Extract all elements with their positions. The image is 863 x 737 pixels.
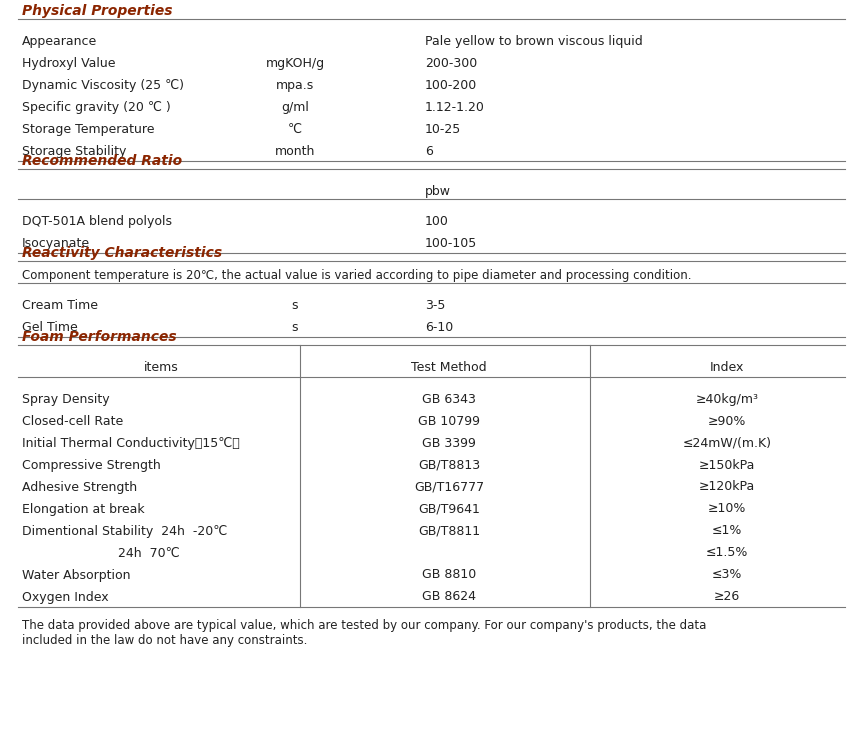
Text: ≤1.5%: ≤1.5% <box>706 547 748 559</box>
Text: Reactivity Characteristics: Reactivity Characteristics <box>22 246 222 260</box>
Text: Recommended Ratio: Recommended Ratio <box>22 154 182 168</box>
Text: Gel Time: Gel Time <box>22 321 78 334</box>
Text: Spray Density: Spray Density <box>22 393 110 405</box>
Text: Test Method: Test Method <box>411 360 487 374</box>
Text: GB 3399: GB 3399 <box>422 436 476 450</box>
Text: ≤1%: ≤1% <box>712 525 742 537</box>
Text: mgKOH/g: mgKOH/g <box>266 57 324 69</box>
Text: Adhesive Strength: Adhesive Strength <box>22 481 137 494</box>
Text: s: s <box>292 321 299 334</box>
Text: Water Absorption: Water Absorption <box>22 568 130 581</box>
Text: GB 8810: GB 8810 <box>422 568 476 581</box>
Text: ≥40kg/m³: ≥40kg/m³ <box>696 393 759 405</box>
Text: Elongation at break: Elongation at break <box>22 503 145 515</box>
Text: 1.12-1.20: 1.12-1.20 <box>425 100 485 113</box>
Text: mpa.s: mpa.s <box>276 79 314 91</box>
Text: ≥90%: ≥90% <box>708 414 746 427</box>
Text: ℃: ℃ <box>288 122 302 136</box>
Text: Dynamic Viscosity (25 ℃): Dynamic Viscosity (25 ℃) <box>22 79 184 91</box>
Text: 200-300: 200-300 <box>425 57 477 69</box>
Text: GB 10799: GB 10799 <box>418 414 480 427</box>
Text: ≥10%: ≥10% <box>708 503 746 515</box>
Text: GB 8624: GB 8624 <box>422 590 476 604</box>
Text: 3-5: 3-5 <box>425 298 445 312</box>
Text: GB/T8811: GB/T8811 <box>418 525 480 537</box>
Text: 100-200: 100-200 <box>425 79 477 91</box>
Text: GB/T9641: GB/T9641 <box>418 503 480 515</box>
Text: DQT-501A blend polyols: DQT-501A blend polyols <box>22 214 172 228</box>
Text: s: s <box>292 298 299 312</box>
Text: Specific gravity (20 ℃ ): Specific gravity (20 ℃ ) <box>22 100 171 113</box>
Text: pbw: pbw <box>425 184 451 198</box>
Text: Hydroxyl Value: Hydroxyl Value <box>22 57 116 69</box>
Text: 100: 100 <box>425 214 449 228</box>
Text: Isocyanate: Isocyanate <box>22 237 90 250</box>
Text: Compressive Strength: Compressive Strength <box>22 458 161 472</box>
Text: GB/T8813: GB/T8813 <box>418 458 480 472</box>
Text: Pale yellow to brown viscous liquid: Pale yellow to brown viscous liquid <box>425 35 643 47</box>
Text: ≥120kPa: ≥120kPa <box>699 481 755 494</box>
Text: ≥150kPa: ≥150kPa <box>699 458 755 472</box>
Text: Closed-cell Rate: Closed-cell Rate <box>22 414 123 427</box>
Text: g/ml: g/ml <box>281 100 309 113</box>
Text: Oxygen Index: Oxygen Index <box>22 590 109 604</box>
Text: ≤3%: ≤3% <box>712 568 742 581</box>
Text: Dimentional Stability  24h  -20℃: Dimentional Stability 24h -20℃ <box>22 525 227 537</box>
Text: month: month <box>274 144 315 158</box>
Text: GB 6343: GB 6343 <box>422 393 476 405</box>
Text: Foam Performances: Foam Performances <box>22 330 177 344</box>
Text: 100-105: 100-105 <box>425 237 477 250</box>
Text: ≤24mW/(m.K): ≤24mW/(m.K) <box>683 436 772 450</box>
Text: Storage Stability: Storage Stability <box>22 144 126 158</box>
Text: Physical Properties: Physical Properties <box>22 4 173 18</box>
Text: Component temperature is 20℃, the actual value is varied according to pipe diame: Component temperature is 20℃, the actual… <box>22 268 691 282</box>
Text: Appearance: Appearance <box>22 35 98 47</box>
Text: 6: 6 <box>425 144 433 158</box>
Text: items: items <box>143 360 179 374</box>
Text: Index: Index <box>709 360 744 374</box>
Text: The data provided above are typical value, which are tested by our company. For : The data provided above are typical valu… <box>22 619 707 647</box>
Text: 6-10: 6-10 <box>425 321 453 334</box>
Text: Initial Thermal Conductivity（15℃）: Initial Thermal Conductivity（15℃） <box>22 436 240 450</box>
Text: Storage Temperature: Storage Temperature <box>22 122 154 136</box>
Text: Cream Time: Cream Time <box>22 298 98 312</box>
Text: 10-25: 10-25 <box>425 122 461 136</box>
Text: ≥26: ≥26 <box>714 590 740 604</box>
Text: 24h  70℃: 24h 70℃ <box>22 547 180 559</box>
Text: GB/T16777: GB/T16777 <box>414 481 484 494</box>
